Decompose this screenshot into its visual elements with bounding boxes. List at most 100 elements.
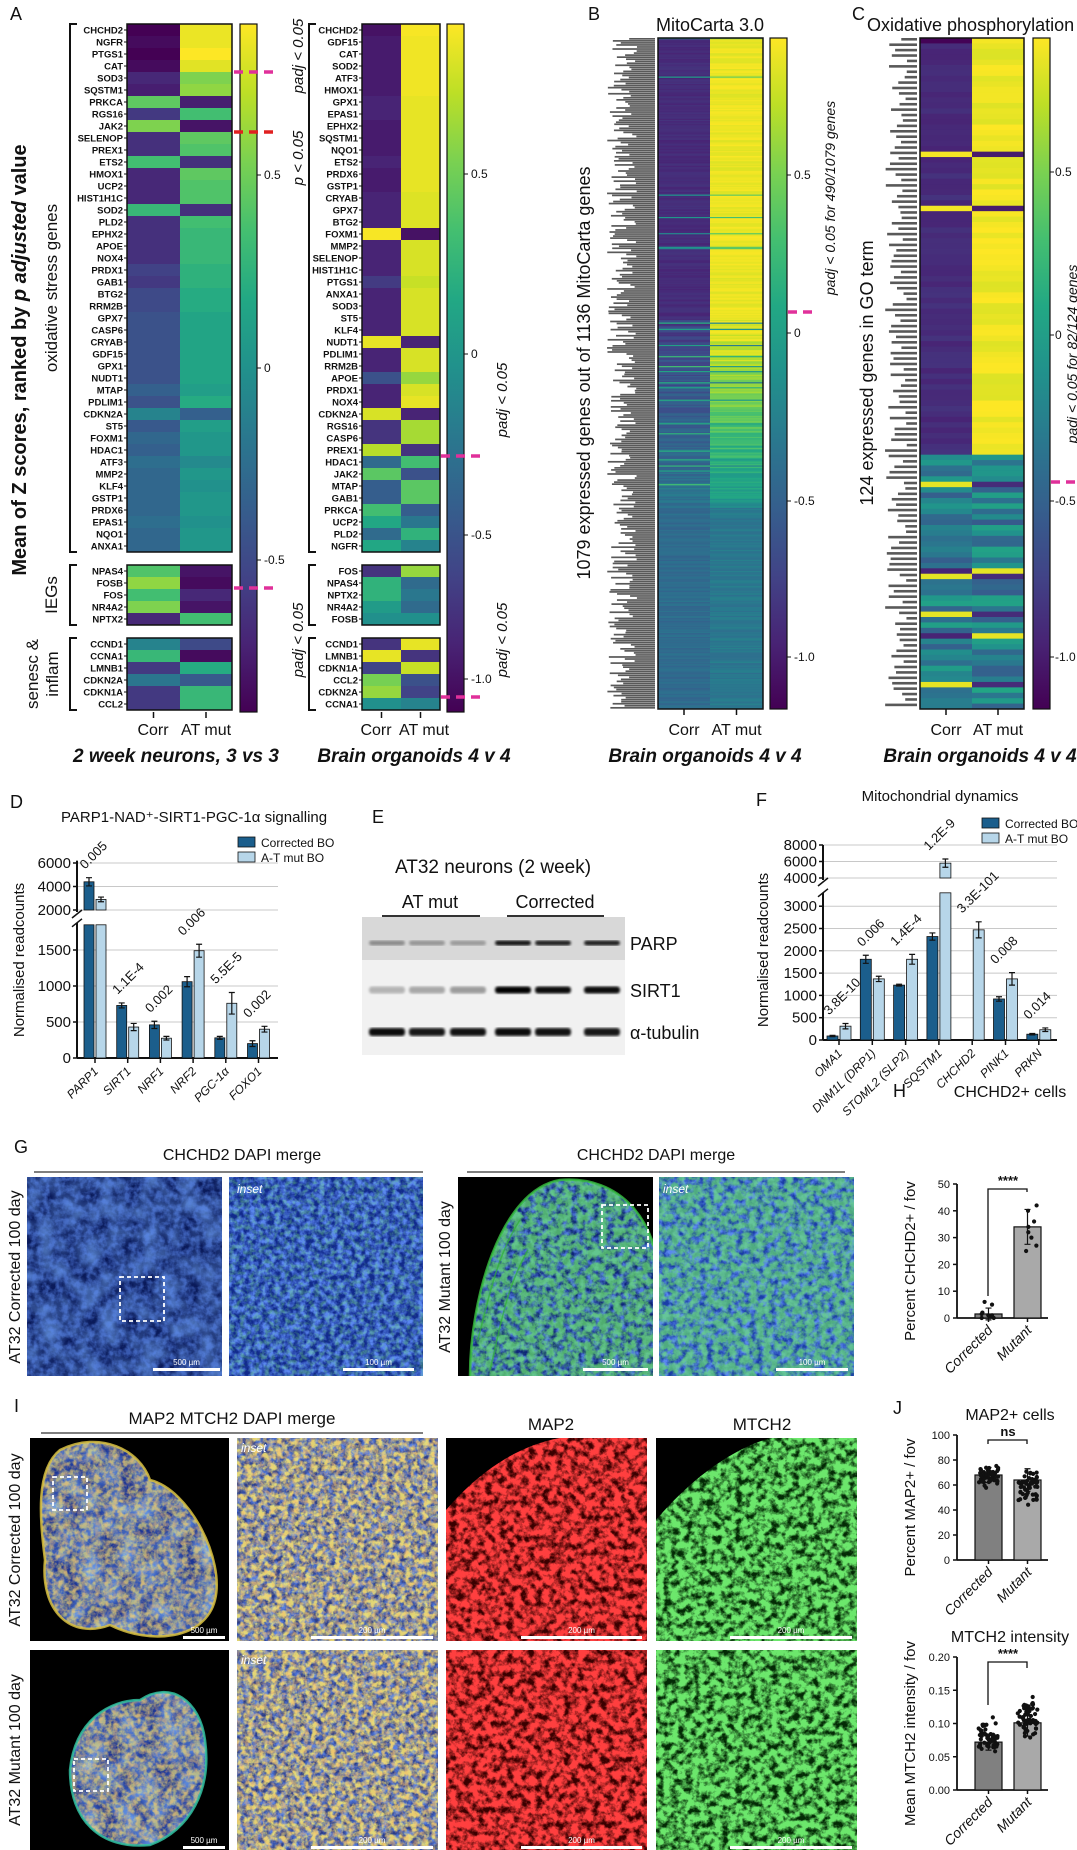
- gene-label: GPX7: [98, 314, 123, 325]
- gene-label: APOE: [96, 242, 123, 253]
- colorbar-a_left: 0.5 0 -0.5: [239, 23, 285, 713]
- y-axis-label: Percent MAP2+ / fov: [902, 1438, 919, 1576]
- error-bar: [196, 943, 203, 958]
- colorbar: [239, 23, 258, 713]
- heatmap-cell: [127, 228, 180, 241]
- heatmap-cell: [401, 240, 440, 253]
- blot-group-label: AT mut: [402, 892, 458, 912]
- heatmap-cell: [362, 396, 401, 409]
- data-point: [1018, 1497, 1023, 1502]
- heatmap-cell: [127, 156, 180, 169]
- error-bar: [249, 1040, 256, 1048]
- heatmap-cell: [127, 60, 180, 73]
- gene-label: FOS: [103, 591, 123, 602]
- p-value-label: 0.006: [854, 916, 888, 950]
- heatmap-cell: [362, 36, 401, 49]
- gene-label: CDKN1A: [83, 688, 123, 699]
- heatmap-cell: [362, 96, 401, 109]
- image-mutant-chchd2-dapi: 500 µm: [458, 1177, 653, 1376]
- heatmap-cell: [401, 228, 440, 241]
- column-label: Corr: [668, 722, 700, 739]
- gene-label: CCL2: [98, 700, 123, 711]
- data-point: [991, 1472, 996, 1477]
- heatmap-cell: [401, 300, 440, 313]
- gene-label: UCP2: [333, 518, 358, 529]
- heatmap-cell: [180, 638, 232, 651]
- heatmap-cell: [401, 662, 440, 675]
- gene-label: NQO1: [96, 530, 124, 541]
- channel-title: MTCH2: [733, 1415, 792, 1434]
- image-mtch2-corrected: 200 µm: [656, 1438, 857, 1641]
- heatmap-cell: [180, 252, 232, 265]
- gene-label: ANXA1: [326, 290, 359, 301]
- gene-label: JAK2: [99, 122, 123, 133]
- panel-label-c: C: [852, 4, 865, 24]
- gene-label: PLD2: [334, 530, 358, 541]
- x-tick-label: NRF1: [134, 1064, 166, 1096]
- heatmap-cell: [362, 686, 401, 699]
- heatmap-cell: [362, 276, 401, 289]
- panel-label-h: H: [893, 1081, 906, 1101]
- scale-bar-label: 500 µm: [191, 1836, 218, 1845]
- heatmap-cell: [362, 601, 401, 614]
- heatmap-cell: [401, 589, 440, 602]
- gene-label: RGS16: [327, 422, 358, 433]
- blot-band: [495, 940, 531, 946]
- heatmap-cell: [362, 168, 401, 181]
- heatmap-cell: [362, 528, 401, 541]
- y-tick-label: 6000: [38, 855, 71, 872]
- data-point: [1030, 1694, 1035, 1700]
- heatmap-cell: [127, 36, 180, 49]
- heatmap-cell: [127, 565, 180, 578]
- x-tick-label: Corrected: [941, 1793, 997, 1849]
- heatmap-cell: [180, 96, 232, 109]
- gene-label: HIST1H1C: [77, 194, 123, 205]
- data-point: [989, 1313, 995, 1318]
- image-map2-mutant: 200 µm: [446, 1650, 647, 1850]
- data-point: [1026, 1230, 1031, 1235]
- heatmap-cell: [180, 420, 232, 433]
- p-value-label: 1.2E-9: [920, 815, 958, 853]
- gene-label: PTGS1: [92, 50, 124, 61]
- heatmap-cell: [127, 540, 180, 553]
- data-point: [980, 1479, 985, 1484]
- heatmap-cell: [180, 336, 232, 349]
- data-point: [983, 1727, 988, 1732]
- x-tick-label: Corrected: [941, 1563, 997, 1619]
- group-bracket: [69, 564, 77, 626]
- colorbar-tick-label: 0: [471, 347, 478, 361]
- image-group-title: CHCHD2 DAPI merge: [577, 1147, 735, 1164]
- heatmap-cell: [401, 384, 440, 397]
- heatmap-cell: [362, 360, 401, 373]
- inset-region-box: [73, 1758, 109, 1792]
- error-bar: [261, 1025, 268, 1033]
- scale-bar-label: 200 µm: [359, 1836, 386, 1845]
- y-axis-label: Normalised readcounts: [755, 873, 772, 1027]
- error-bar: [829, 1034, 836, 1038]
- data-point: [982, 1483, 987, 1488]
- data-point: [996, 1465, 1001, 1471]
- data-point: [1032, 1731, 1038, 1736]
- scale-bar: [521, 1846, 642, 1849]
- heatmap-cell: [180, 613, 232, 626]
- gene-label: NQO1: [331, 146, 359, 157]
- blot-band: [409, 1028, 445, 1036]
- heatmap-cell: [127, 456, 180, 469]
- p-value-label: 1.1E-4: [109, 959, 147, 997]
- group-bracket: [308, 637, 316, 711]
- heatmap-cell: [127, 589, 180, 602]
- heatmap-cell: [180, 348, 232, 361]
- heatmap-cell: [127, 276, 180, 289]
- heatmap-cell: [180, 528, 232, 541]
- heatmap-cell: [401, 650, 440, 663]
- legend-label: A-T mut BO: [261, 851, 324, 865]
- significance-annotation: padj < 0.05: [290, 602, 307, 678]
- heatmap-cell: [180, 601, 232, 614]
- data-point: [1030, 1705, 1035, 1711]
- heatmap-cell: [127, 312, 180, 325]
- data-point: [1023, 1728, 1028, 1733]
- heatmap-cell: [362, 504, 401, 517]
- colorbar-tick-label: -0.5: [264, 553, 285, 567]
- heatmap-cell: [180, 492, 232, 505]
